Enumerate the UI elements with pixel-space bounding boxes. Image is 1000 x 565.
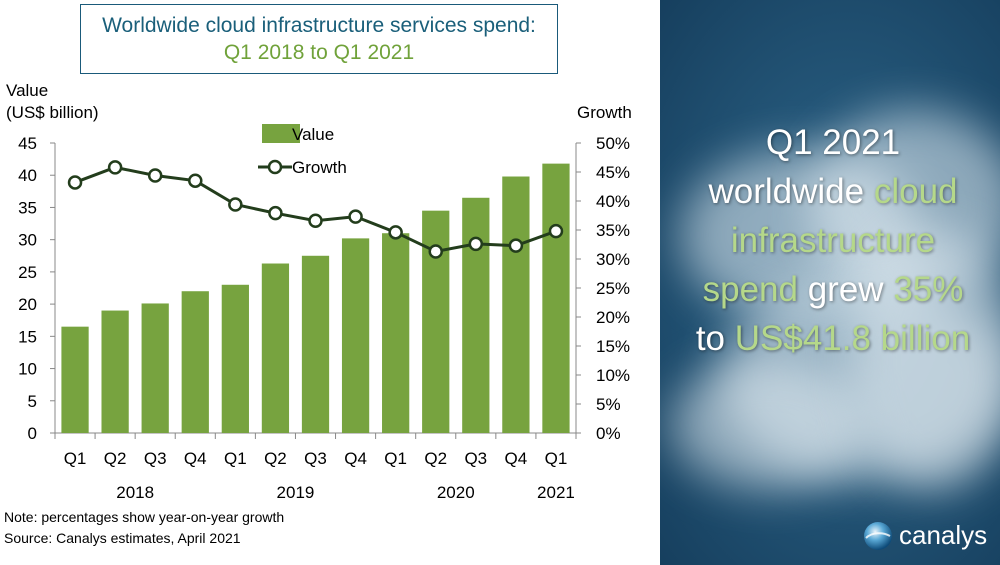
legend-growth-swatch-marker	[267, 159, 283, 175]
growth-point	[348, 209, 363, 224]
growth-point	[67, 175, 83, 190]
chart-panel: Worldwide cloud infrastructure services …	[4, 4, 632, 546]
left-axis-unit: (US$ billion)	[6, 103, 99, 122]
year-label: 2019	[277, 483, 315, 502]
growth-point	[428, 244, 443, 259]
value-bar	[382, 233, 410, 433]
combo-chart: 0 5 10 15 20 25 30 35 40 45 0% 5% 10% 15% 20% 25% 30% 35%…	[6, 81, 632, 502]
left-tick-label: 10	[18, 360, 37, 379]
chart-title-box: Worldwide cloud infrastructure services …	[80, 4, 558, 74]
legend-value-label: Value	[292, 125, 334, 144]
category-label: Q3	[464, 449, 487, 468]
value-bar	[502, 176, 530, 433]
value-bar	[301, 255, 330, 433]
right-tick-label: 40%	[596, 192, 630, 211]
growth-point	[388, 225, 403, 240]
right-tick-label: 5%	[596, 395, 621, 414]
right-tick-label: 10%	[596, 366, 630, 385]
category-label: Q3	[144, 449, 167, 468]
left-tick-label: 35	[18, 198, 37, 217]
note-text: Note: percentages show year-on-year grow…	[4, 509, 285, 525]
category-label: Q4	[184, 449, 207, 468]
globe-icon	[864, 521, 892, 550]
left-tick-label: 5	[28, 392, 37, 411]
source-text: Source: Canalys estimates, April 2021	[4, 530, 241, 546]
legend-value-swatch	[262, 124, 300, 143]
headline-word: to	[695, 319, 726, 358]
category-label: Q2	[424, 449, 447, 468]
category-label: Q4	[505, 449, 528, 468]
category-label: Q2	[264, 449, 287, 468]
left-tick-label: 25	[18, 263, 37, 282]
headline-text: Q1 2021 worldwide cloud infrastructure s…	[668, 118, 998, 363]
growth-point	[308, 213, 323, 228]
value-bar	[422, 210, 450, 433]
legend-growth-label: Growth	[292, 158, 347, 177]
headline-word: worldwide	[708, 172, 865, 211]
headline-quarter: Q1 2021	[765, 123, 901, 162]
growth-point	[188, 173, 203, 188]
category-label: Q1	[545, 449, 568, 468]
right-tick-label: 25%	[596, 279, 630, 298]
category-label: Q4	[344, 449, 367, 468]
chart-subtitle: Q1 2018 to Q1 2021	[223, 41, 415, 64]
value-bar	[141, 303, 169, 433]
left-tick-label: 15	[18, 327, 37, 346]
right-tick-label: 15%	[596, 337, 630, 356]
value-bar	[181, 291, 209, 433]
right-tick-label: 20%	[596, 308, 630, 327]
category-label: Q2	[104, 449, 127, 468]
value-bar	[462, 197, 490, 433]
value-bar	[221, 284, 249, 433]
right-tick-label: 50%	[596, 134, 630, 153]
value-bar	[542, 163, 570, 433]
category-label: Q3	[304, 449, 327, 468]
value-bar	[261, 263, 290, 433]
year-label: 2020	[437, 483, 475, 502]
left-tick-label: 20	[18, 295, 37, 314]
chart-title: Worldwide cloud infrastructure services …	[102, 14, 536, 37]
right-tick-label: 35%	[596, 221, 630, 240]
growth-point	[268, 205, 283, 221]
category-label: Q1	[64, 449, 87, 468]
left-tick-label: 45	[18, 134, 37, 153]
right-tick-label: 30%	[596, 250, 630, 269]
headline-highlight: cloud	[873, 172, 958, 211]
year-label: 2021	[537, 483, 575, 502]
growth-point	[508, 238, 524, 253]
right-tick-label: 0%	[596, 424, 621, 443]
year-label: 2018	[116, 483, 154, 502]
value-bar	[101, 310, 129, 433]
logo-text: canalys	[899, 520, 988, 550]
left-tick-label: 40	[18, 166, 37, 185]
value-bar	[341, 238, 370, 433]
right-tick-label: 45%	[596, 163, 630, 182]
headline-word: grew	[807, 270, 884, 309]
headline-value: US$41.8 billion	[734, 319, 971, 358]
headline-panel: Q1 2021 worldwide cloud infrastructure s…	[660, 0, 1000, 565]
headline-highlight: spend	[702, 270, 798, 309]
growth-point	[107, 160, 123, 175]
right-axis-title: Growth	[577, 103, 632, 122]
category-label: Q1	[384, 449, 407, 468]
growth-point	[468, 236, 484, 252]
growth-point	[548, 223, 564, 239]
left-tick-label: 30	[18, 231, 37, 250]
canalys-logo: canalys	[863, 520, 987, 551]
growth-point	[228, 197, 243, 212]
headline-growth: 35%	[893, 270, 964, 309]
headline-highlight: infrastructure	[730, 221, 936, 260]
left-tick-label: 0	[28, 424, 37, 443]
growth-point	[147, 168, 163, 183]
category-label: Q1	[224, 449, 247, 468]
left-axis-title: Value	[6, 81, 48, 100]
value-bar	[61, 326, 89, 433]
